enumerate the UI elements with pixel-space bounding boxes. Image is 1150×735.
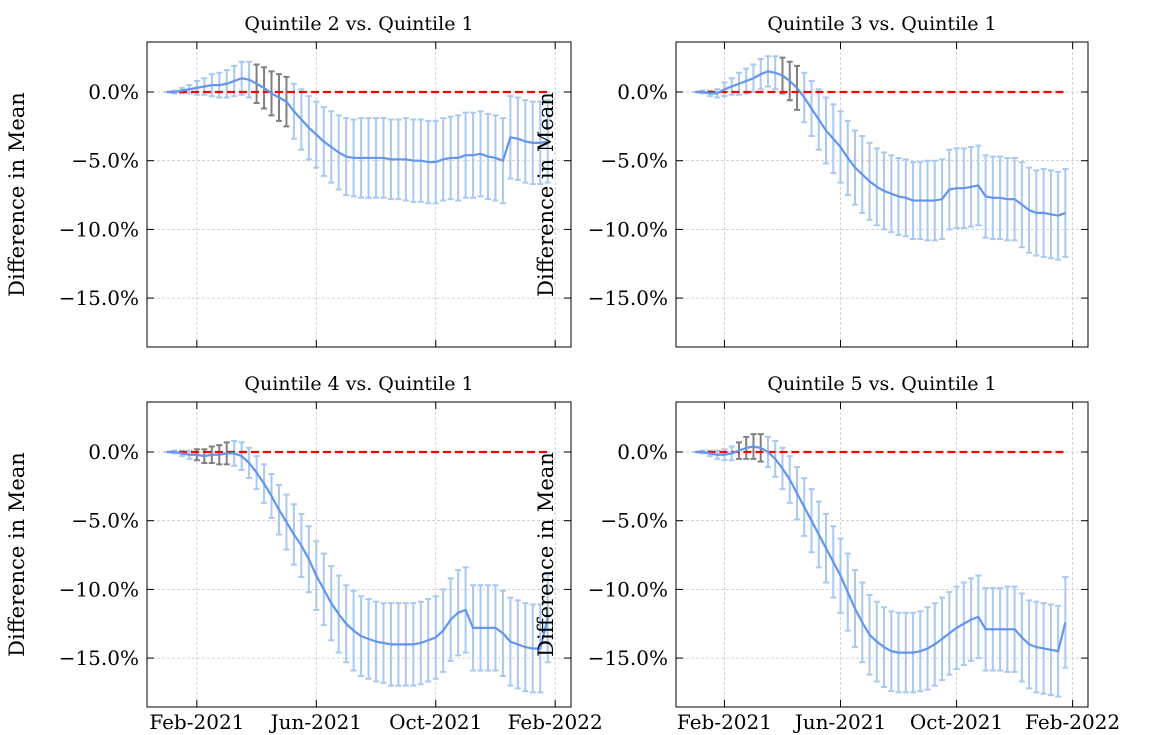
plot-frame xyxy=(675,41,1089,348)
chart-title: Quintile 3 vs. Quintile 1 xyxy=(767,13,996,35)
y-tick-label: −15.0% xyxy=(588,646,668,670)
y-tick-label: −5.0% xyxy=(71,149,139,173)
plot-area xyxy=(676,42,1088,347)
y-axis-label: Difference in Mean xyxy=(534,92,558,297)
y-tick-label: −10.0% xyxy=(59,217,139,241)
y-tick-label: −15.0% xyxy=(59,286,139,310)
plot-area xyxy=(676,402,1088,707)
y-tick-label: −5.0% xyxy=(600,509,668,533)
y-tick-label: −15.0% xyxy=(588,286,668,310)
x-tick-label: Oct-2021 xyxy=(910,710,1003,734)
y-tick-label: 0.0% xyxy=(617,440,668,464)
mean-line xyxy=(695,70,1066,217)
plot-area xyxy=(147,42,571,347)
x-tick-label: Oct-2021 xyxy=(389,710,482,734)
plot-frame xyxy=(146,401,572,708)
error-bar xyxy=(544,99,551,184)
y-axis-label: Difference in Mean xyxy=(5,452,29,657)
y-tick-label: −5.0% xyxy=(600,149,668,173)
y-tick-label: 0.0% xyxy=(88,440,139,464)
y-tick-label: −15.0% xyxy=(59,646,139,670)
y-axis-label: Difference in Mean xyxy=(534,452,558,657)
x-tick-label: Jun-2021 xyxy=(793,710,886,734)
mean-line xyxy=(167,450,549,650)
chart-title: Quintile 2 vs. Quintile 1 xyxy=(244,13,473,35)
mean-line xyxy=(695,445,1067,654)
chart-title: Quintile 5 vs. Quintile 1 xyxy=(767,373,996,395)
error-bar xyxy=(1062,167,1069,258)
plot-frame xyxy=(675,401,1089,708)
plot-frame xyxy=(146,41,572,348)
mean-line xyxy=(167,77,548,164)
x-tick-label: Jun-2021 xyxy=(269,710,362,734)
x-tick-label: Feb-2021 xyxy=(677,710,772,734)
plot-area xyxy=(147,402,571,707)
y-tick-label: −10.0% xyxy=(588,217,668,241)
y-tick-label: −10.0% xyxy=(59,577,139,601)
y-tick-label: 0.0% xyxy=(88,80,139,104)
x-tick-label: Feb-2021 xyxy=(149,710,244,734)
x-tick-label: Feb-2022 xyxy=(1025,710,1120,734)
y-tick-label: 0.0% xyxy=(617,80,668,104)
error-bar xyxy=(1062,576,1069,669)
y-tick-label: −10.0% xyxy=(588,577,668,601)
chart-title: Quintile 4 vs. Quintile 1 xyxy=(244,373,473,395)
y-tick-label: −5.0% xyxy=(71,509,139,533)
x-tick-label: Feb-2022 xyxy=(508,710,603,734)
y-axis-label: Difference in Mean xyxy=(5,92,29,297)
